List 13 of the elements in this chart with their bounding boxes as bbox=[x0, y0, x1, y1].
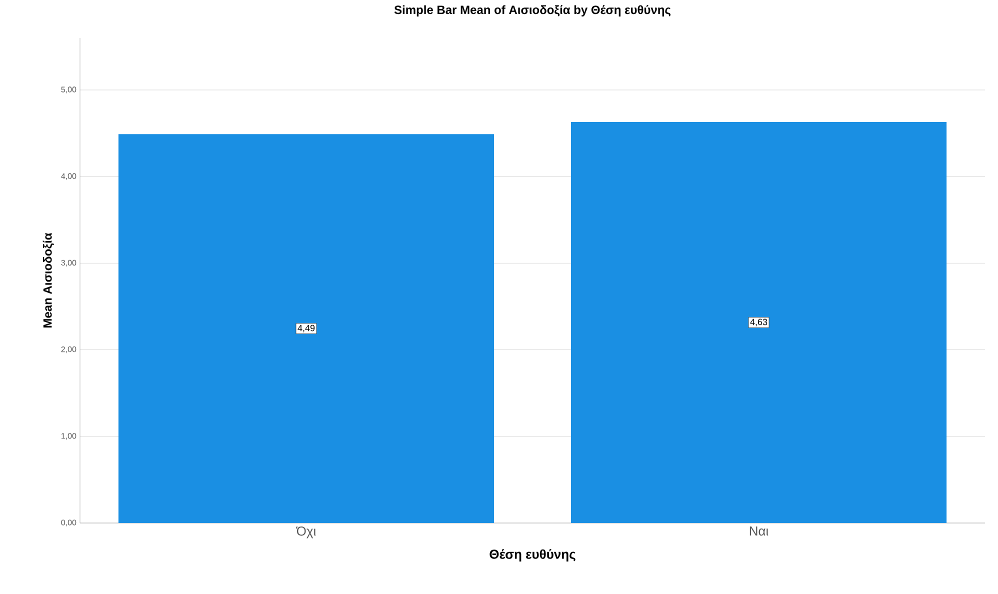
x-axis-title: Θέση ευθύνης bbox=[490, 549, 576, 562]
data-label: 4,49 bbox=[298, 324, 315, 332]
x-tick-label: Όχι bbox=[296, 526, 316, 538]
x-tick-label: Ναι bbox=[750, 526, 768, 536]
y-axis-title: Mean Αισιοδοξία bbox=[42, 232, 54, 328]
y-tick-label: 2,00 bbox=[61, 346, 76, 354]
y-tick-label: 3,00 bbox=[61, 260, 76, 266]
y-tick-label: 4,00 bbox=[61, 173, 76, 180]
y-tick-label: 1,00 bbox=[62, 433, 76, 440]
chart-title: Simple Bar Mean of Αισιοδοξία by Θέση ευθύνης bbox=[394, 5, 670, 16]
y-tick-label: 5,00 bbox=[61, 86, 76, 94]
data-label: 4,63 bbox=[750, 318, 768, 326]
y-tick-label: 0,00 bbox=[61, 520, 76, 526]
